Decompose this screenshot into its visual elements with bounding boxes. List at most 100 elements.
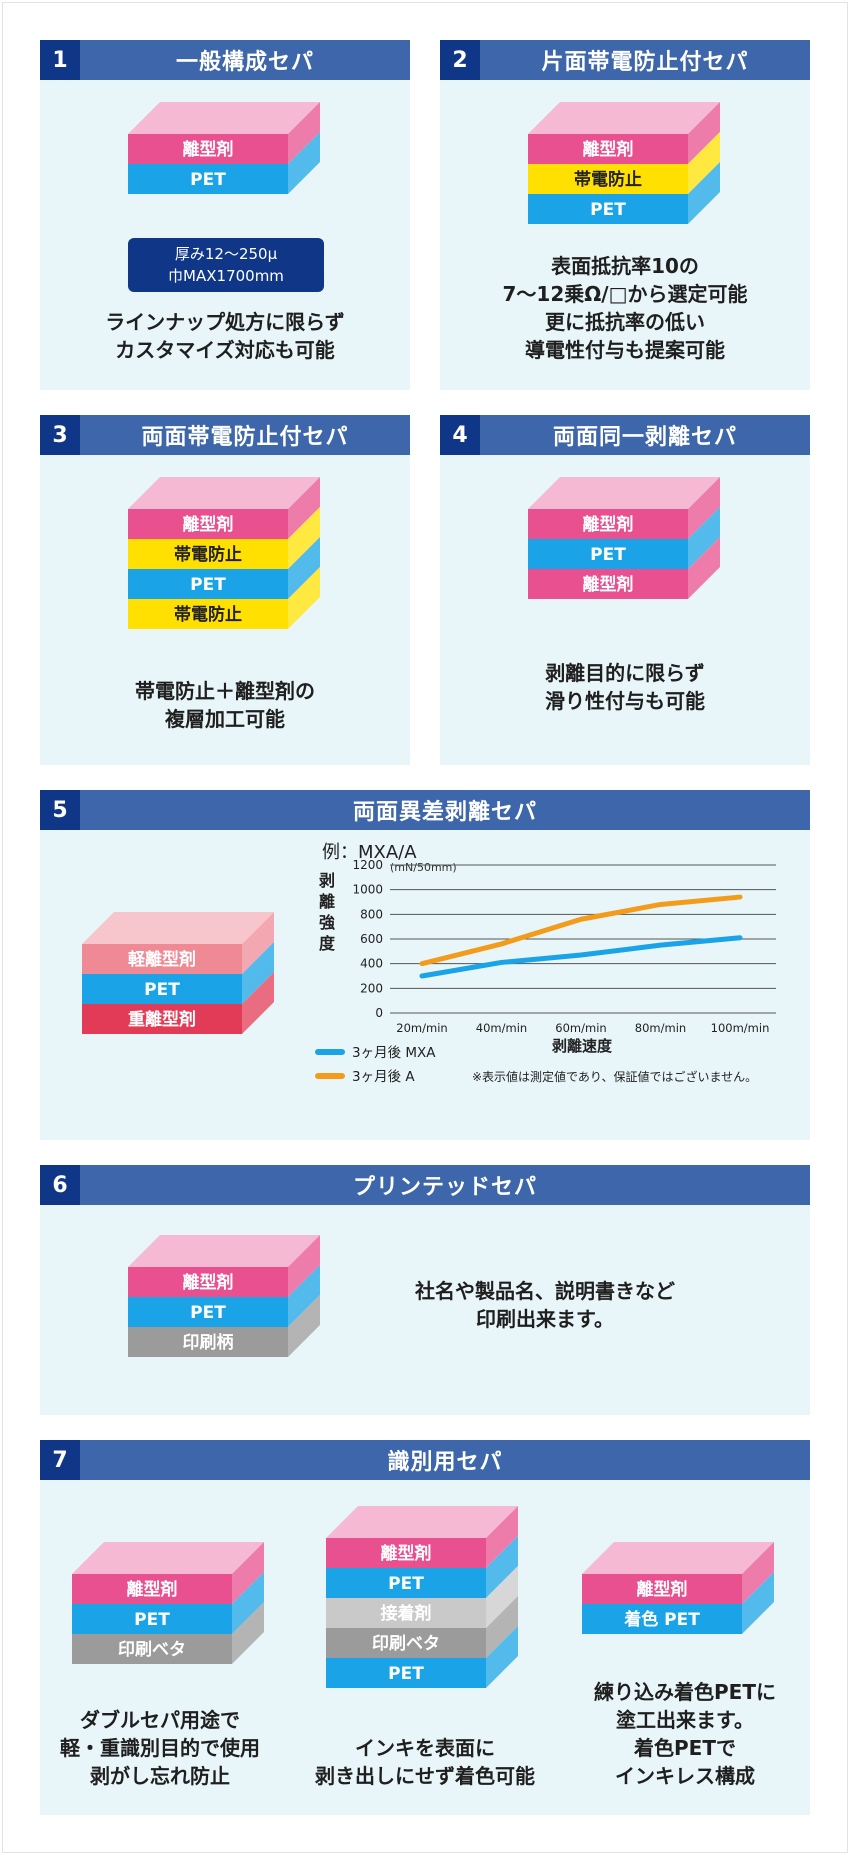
card-title: プリンテッドセパ <box>352 1175 537 1200</box>
layer-side-face <box>688 507 720 569</box>
layer-front-face <box>128 599 288 629</box>
card-number: 2 <box>440 40 480 80</box>
layer-front-face <box>128 134 288 164</box>
caption-line: 剥離目的に限らず <box>545 661 705 685</box>
spec-width: 巾MAX1700mm <box>168 267 284 285</box>
card-number: 4 <box>440 415 480 455</box>
y-tick-label: 1200 <box>352 858 383 872</box>
y-tick-label: 800 <box>360 907 383 921</box>
y-axis-label-char: 離 <box>319 892 335 911</box>
stack-top-face <box>326 1506 518 1538</box>
caption-line: 複層加工可能 <box>165 707 285 731</box>
stack-top-face <box>72 1542 264 1574</box>
stack-top-face <box>128 102 320 134</box>
layer-side-face <box>232 1602 264 1664</box>
caption-line: 滑り性付与も可能 <box>545 689 705 713</box>
chart-title: 例：MXA/A <box>322 842 417 863</box>
card-title: 両面異差剥離セパ <box>352 800 537 825</box>
stack-top-face <box>128 477 320 509</box>
layer-label: 軽離型剤 <box>128 949 196 970</box>
card-title: 片面帯電防止付セパ <box>541 50 749 75</box>
layer-label: 離型剤 <box>583 139 634 160</box>
caption-line: 練り込み着色PETに <box>594 1680 776 1704</box>
card-header: 7 識別用セパ <box>40 1440 810 1480</box>
y-tick-label: 0 <box>375 1006 383 1020</box>
layer-side-face <box>486 1536 518 1598</box>
spec-box: 厚み12〜250μ 巾MAX1700mm <box>128 238 324 292</box>
layer-front-face <box>326 1658 486 1688</box>
layer-label: 印刷柄 <box>183 1332 234 1353</box>
layer-front-face <box>582 1574 742 1604</box>
stack-top-face <box>82 912 274 944</box>
layer-side-face <box>242 912 274 974</box>
layer-label: 離型剤 <box>183 139 234 160</box>
layer-side-face <box>742 1572 774 1634</box>
card-1: 1 一般構成セパ 離型剤 PET 厚み12〜250μ 巾MAX1700mm ライン… <box>40 40 410 390</box>
layer-side-face <box>486 1596 518 1658</box>
caption: 練り込み着色PETに 塗工出来ます。 着色PETで インキレス構成 <box>560 1678 810 1790</box>
card-6: 6 プリンテッドセパ 離型剤 PET 印刷柄 社名や製品名、説明書きなど 印刷出来ま… <box>40 1165 810 1415</box>
legend-label: 3ヶ月後 A <box>352 1069 415 1085</box>
layer-front-face <box>528 509 688 539</box>
y-axis-label-char: 強 <box>319 913 335 932</box>
layer-front-face <box>128 1267 288 1297</box>
layer-label: PET <box>144 980 180 1000</box>
card-header: 2 片面帯電防止付セパ <box>440 40 810 80</box>
layer-side-face <box>232 1542 264 1604</box>
layer-label: 帯電防止 <box>574 169 642 190</box>
x-tick-label: 60m/min <box>555 1021 606 1035</box>
caption: ラインナップ処方に限らず カスタマイズ対応も可能 <box>40 308 410 364</box>
layer-label: 接着剤 <box>381 1603 432 1624</box>
card-title: 両面同一剥離セパ <box>552 425 737 450</box>
y-axis-label-char: 剥 <box>319 871 335 890</box>
layer-front-face <box>128 164 288 194</box>
x-tick-label: 20m/min <box>396 1021 447 1035</box>
card-number: 5 <box>40 790 80 830</box>
layer-side-face <box>232 1572 264 1634</box>
layer-side-face <box>288 1265 320 1327</box>
layer-side-face <box>486 1566 518 1628</box>
layer-stack: 離型剤 PET 離型剤 <box>528 477 720 599</box>
caption-line: 軽・重識別目的で使用 <box>60 1736 260 1760</box>
layer-label: 離型剤 <box>583 574 634 595</box>
stack-top-face <box>128 1235 320 1267</box>
stack-top-face <box>582 1542 774 1574</box>
layer-front-face <box>82 944 242 974</box>
stack-top-face <box>528 102 720 134</box>
x-axis-label: 剥離速度 <box>552 1037 613 1055</box>
layer-stack: 離型剤 PET <box>128 102 320 194</box>
caption-line: インキレス構成 <box>615 1764 755 1788</box>
layer-front-face <box>128 1297 288 1327</box>
card-title: 両面帯電防止付セパ <box>141 425 349 450</box>
card-7: 7 識別用セパ 離型剤 PET 印刷ベタ 離型剤 PET 接着剤 印刷ベタ PET 離型剤着… <box>40 1440 810 1815</box>
layer-side-face <box>688 102 720 164</box>
layer-stack: 離型剤 PET 印刷ベタ <box>72 1542 264 1664</box>
layer-front-face <box>528 134 688 164</box>
caption: 表面抵抗率10の 7〜12乗Ω/□から選定可能 更に抵抗率の低い 導電性付与も提… <box>440 252 810 364</box>
layer-label: PET <box>134 1610 170 1630</box>
layer-label: 帯電防止 <box>174 544 242 565</box>
card-number: 3 <box>40 415 80 455</box>
layer-side-face <box>688 477 720 539</box>
layer-label: 着色 PET <box>623 1609 700 1630</box>
layer-side-face <box>486 1626 518 1688</box>
x-tick-label: 40m/min <box>476 1021 527 1035</box>
spec-thickness: 厚み12〜250μ <box>174 245 278 263</box>
card-5: 5 両面異差剥離セパ 軽離型剤 PET 重離型剤 例：MXA/A (mN/50mm) 剥… <box>40 790 810 1140</box>
card-number: 7 <box>40 1440 80 1480</box>
layer-front-face <box>326 1538 486 1568</box>
caption-line: 剥き出しにせず着色可能 <box>315 1764 535 1788</box>
layer-label: 印刷ベタ <box>372 1634 440 1654</box>
layer-label: 重離型剤 <box>128 1009 196 1030</box>
y-tick-label: 400 <box>360 957 383 971</box>
caption: 帯電防止＋離型剤の 複層加工可能 <box>40 677 410 733</box>
series-line <box>419 894 743 967</box>
layer-label: 離型剤 <box>127 1579 178 1600</box>
layer-stack: 軽離型剤 PET 重離型剤 <box>82 912 274 1034</box>
card-4: 4 両面同一剥離セパ 離型剤 PET 離型剤 剥離目的に限らず 滑り性付与も可能 <box>440 415 810 765</box>
chart-note: ※表示値は測定値であり、保証値ではございません。 <box>472 1069 757 1084</box>
card-title: 識別用セパ <box>387 1450 503 1475</box>
chart-unit: (mN/50mm) <box>390 861 457 874</box>
layer-side-face <box>288 537 320 599</box>
